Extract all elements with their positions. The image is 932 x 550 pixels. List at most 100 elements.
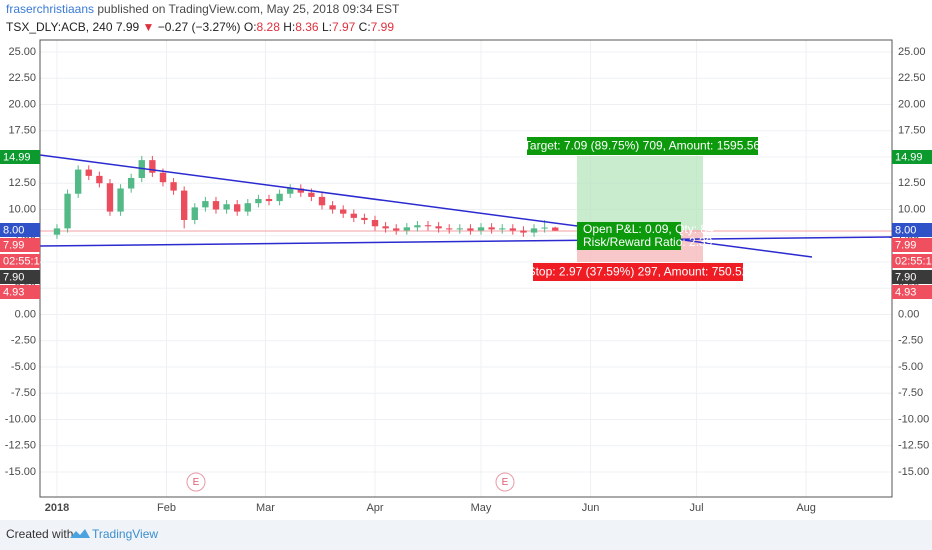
pnl-text: Open P&L: 0.09, Qty: 84	[583, 222, 714, 236]
candle-body	[520, 230, 527, 233]
change: −0.27 (−3.27%)	[158, 20, 241, 34]
ratio-text: Risk/Reward Ratio: 2.39	[583, 235, 713, 249]
candle-body	[488, 227, 495, 230]
y-tick-label-right: -10.00	[898, 413, 929, 425]
candle-body	[276, 193, 283, 202]
candle-body	[477, 227, 485, 231]
y-tick-label: 22.50	[8, 72, 36, 84]
price-label: 7.99	[3, 239, 24, 251]
candle-body	[74, 169, 82, 194]
footer	[0, 520, 932, 550]
ohlc-value: 8.36	[295, 20, 319, 34]
y-tick-label-right: -15.00	[898, 466, 929, 478]
price-label: 7.99	[895, 239, 916, 251]
price-label-box	[0, 223, 40, 237]
x-tick-label: Mar	[256, 502, 275, 514]
ohlc-key: H:	[283, 20, 295, 34]
x-tick-label: Jul	[690, 502, 704, 514]
ohlc-key: C:	[359, 20, 371, 34]
price-label: 14.99	[895, 151, 923, 163]
candle-body	[350, 213, 357, 218]
x-tick-label: Feb	[157, 502, 176, 514]
candle-body	[265, 198, 273, 202]
candle-body	[297, 188, 304, 193]
candle-body	[424, 225, 432, 227]
change-arrow: ▼	[143, 20, 155, 34]
y-tick-label: 10.00	[8, 203, 36, 215]
candle-body	[149, 160, 156, 173]
candle-body	[85, 169, 92, 176]
price-label: 4.93	[3, 286, 24, 298]
y-tick-label-right: 20.00	[898, 98, 926, 110]
trend-line-lower	[39, 236, 893, 247]
price-label-box	[892, 270, 932, 284]
x-tick-label: Aug	[796, 502, 816, 514]
y-tick-label-right: -7.50	[898, 387, 923, 399]
plot-border	[39, 39, 893, 498]
candle-body	[255, 198, 262, 204]
candle-body	[212, 201, 220, 210]
candle-body	[340, 209, 347, 214]
y-tick-label: -12.50	[5, 440, 36, 452]
candle-body	[287, 188, 294, 194]
pnl-box	[577, 222, 681, 250]
y-tick-label-right: 12.50	[898, 177, 926, 189]
trend-line-upper	[39, 154, 813, 258]
candle-body	[499, 228, 506, 230]
candle-body	[530, 228, 538, 233]
author: fraserchristiaans	[6, 2, 94, 16]
price-label: 8.00	[3, 224, 24, 236]
candle-body	[467, 228, 474, 231]
candle-body	[96, 175, 103, 184]
price-label: 7.90	[895, 271, 916, 283]
price-label: 14.99	[3, 151, 31, 163]
price-label: 8.00	[895, 224, 916, 236]
price-label-box	[0, 285, 40, 299]
candle-body	[541, 227, 548, 229]
candle-body	[159, 172, 167, 183]
y-tick-label: -2.50	[11, 335, 36, 347]
last-price: 7.99	[116, 20, 140, 34]
candle-body	[318, 196, 326, 206]
candle-body	[403, 227, 410, 231]
price-label: 02:55:18	[895, 255, 932, 267]
target-zone	[577, 156, 703, 230]
candle-body	[223, 204, 230, 210]
x-tick-label: Jun	[582, 502, 600, 514]
target-text: Target: 7.09 (89.75%) 709, Amount: 1595.…	[524, 139, 760, 153]
candle-body	[127, 177, 135, 189]
candle-body	[414, 225, 421, 228]
candle-body	[234, 204, 241, 212]
price-label-box	[892, 254, 932, 268]
header: fraserchristiaans published on TradingVi…	[6, 2, 400, 16]
x-tick-label: May	[471, 502, 492, 514]
price-label-box	[0, 150, 40, 164]
ohlc-value: 8.28	[257, 20, 281, 34]
footer-brand[interactable]: TradingView	[92, 527, 158, 541]
candle-body	[393, 228, 400, 231]
y-tick-label: 12.50	[8, 177, 36, 189]
footer-created: Created with	[6, 527, 73, 541]
candle-body	[117, 188, 124, 212]
y-tick-label: -5.00	[11, 361, 36, 373]
price-label: 4.93	[895, 286, 916, 298]
x-tick-label: 2018	[45, 502, 69, 514]
brand-logo	[70, 529, 90, 538]
price-label-box	[892, 223, 932, 237]
grid	[40, 40, 892, 497]
candle-body	[64, 193, 71, 229]
y-tick-label: -7.50	[11, 387, 36, 399]
earnings-marker	[495, 472, 515, 492]
candle-body	[244, 203, 251, 212]
legend: TSX_DLY:ACB, 240 7.99 ▼ −0.27 (−3.27%) O…	[6, 20, 394, 34]
earnings-marker	[186, 472, 206, 492]
y-tick-label-right: 10.00	[898, 203, 926, 215]
candle-body	[53, 228, 61, 235]
stop-text: Stop: 2.97 (37.59%) 297, Amount: 750.52	[528, 265, 749, 279]
price-label-box	[0, 238, 40, 252]
candle-body	[170, 182, 177, 191]
candle-body	[382, 226, 389, 229]
y-tick-label: -15.00	[5, 466, 36, 478]
